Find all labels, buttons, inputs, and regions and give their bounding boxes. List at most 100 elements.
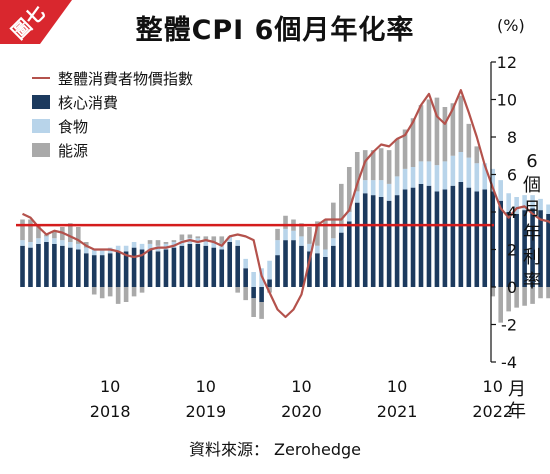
core-bar [36,243,41,288]
legend-label-headline: 整體消費者物價指數 [58,69,194,88]
core-bar [331,245,336,287]
y-tick-label: 0 [507,278,517,297]
food-bar [315,245,320,254]
core-bar [275,255,280,288]
core-bar [147,249,153,287]
food-bar [506,193,511,212]
food-bar [115,245,121,252]
energy-bar [299,223,304,237]
x-tick-label-month: 10 [100,377,120,396]
unit-label: (%) [497,16,525,35]
energy-bar [490,287,496,297]
food-bar [60,240,65,246]
energy-bar [28,219,33,242]
core-bar [195,243,201,288]
x-axis-unit-char: 年 [508,401,526,422]
energy-bar [52,230,57,239]
food-bar [394,176,400,196]
core-bar [378,197,384,287]
core-bar [307,251,312,288]
core-bar [538,210,543,288]
food-bar [91,249,97,256]
core-bar [514,213,519,288]
energy-bar [378,148,384,181]
legend-label-energy: 能源 [58,141,89,160]
legend-item-headline: 整體消費者物價指數 [32,66,193,90]
energy-bar [107,287,113,297]
food-bar [28,242,33,248]
core-bar [20,245,25,287]
legend-label-core: 核心消費 [58,93,119,112]
core-bar [490,191,496,288]
core-bar [123,251,129,288]
energy-bar [474,146,480,164]
food-bar [466,157,472,188]
energy-bar [219,236,225,244]
core-bar [466,187,472,288]
food-bar [418,161,424,184]
energy-bar [203,236,209,241]
y-tick-label: 12 [497,53,517,72]
y-tick-label: 4 [507,203,517,222]
energy-bar [115,287,121,304]
source-note: 資料來源： Zerohedge [188,440,362,459]
y-axis-title-char: 率 [523,271,541,292]
y-axis-title-char: 利 [523,247,541,268]
core-bar [346,221,352,288]
legend-swatch-headline [32,77,50,79]
core-bar [418,183,424,288]
y-axis-title-char: 月 [523,199,541,220]
food-bar [227,236,233,243]
food-bar [339,225,344,233]
core-bar [482,189,488,287]
core-bar [354,202,360,288]
energy-bar [75,227,81,244]
energy-bar [243,287,248,301]
energy-bar [131,287,137,297]
core-bar [474,191,480,288]
food-bar [123,245,129,252]
x-tick-label-year: 2021 [377,402,418,421]
core-bar [155,251,161,288]
energy-bar [99,287,105,299]
core-bar [131,247,137,288]
core-bar [251,287,256,299]
core-bar [450,185,456,287]
energy-bar [426,99,432,162]
food-bar [275,240,280,256]
core-bar [83,253,89,287]
core-bar [91,255,97,288]
food-bar [131,242,137,248]
core-bar [75,249,81,287]
food-bar [370,180,376,196]
core-bar [227,242,233,287]
energy-bar [20,219,25,241]
legend-item-energy: 能源 [32,138,193,162]
figure-badge-shape [0,0,72,44]
food-bar [99,249,105,256]
energy-bar [195,236,201,239]
food-bar [243,258,248,269]
chart-title: 整體CPI 6個月年化率 [135,15,415,46]
food-bar [323,249,328,257]
energy-bar [522,287,527,306]
energy-bar [466,123,472,158]
food-bar [354,191,360,203]
energy-bar [458,95,464,152]
core-bar [179,245,185,287]
food-bar [522,195,527,211]
food-bar [546,204,550,214]
figure-badge: 圖七 [0,0,72,44]
x-tick-label-month: 10 [196,377,216,396]
energy-bar [386,150,392,184]
energy-bar [315,221,320,246]
y-tick-label: 2 [507,241,517,260]
core-bar [323,257,328,287]
energy-bar [530,287,535,304]
core-bar [283,240,288,288]
food-bar [68,242,73,248]
core-bar [60,245,65,287]
energy-bar [434,97,440,166]
food-bar [402,168,408,190]
